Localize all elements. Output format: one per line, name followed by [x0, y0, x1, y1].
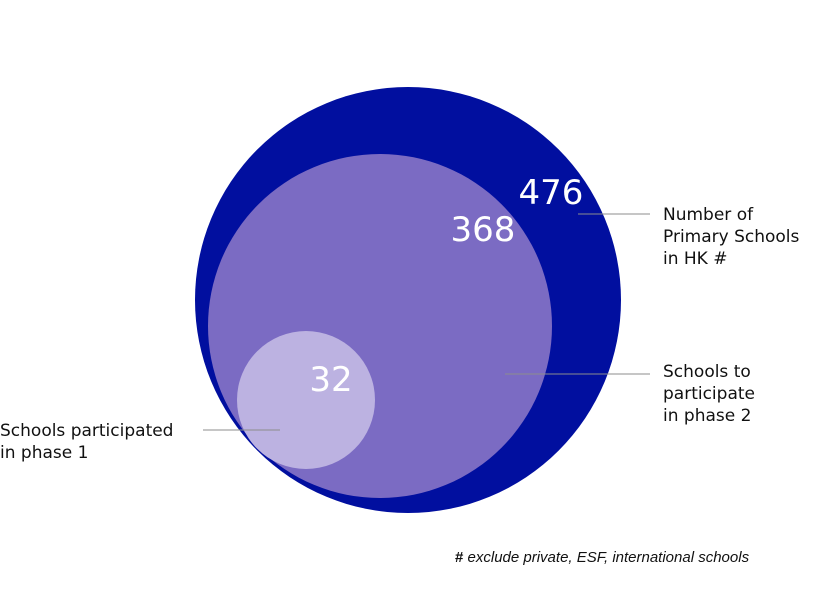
- outer-label-line-2: Primary Schools: [663, 227, 800, 247]
- footnote-hash: #: [455, 549, 464, 566]
- inner-circle-label: Schools participated in phase 1: [0, 420, 173, 464]
- outer-label-line-1: Number of: [663, 205, 754, 225]
- middle-label-line-3: in phase 2: [663, 406, 752, 426]
- inner-label-line-1: Schools participated: [0, 421, 174, 441]
- inner-label-line-2: in phase 1: [0, 443, 89, 463]
- middle-circle-label: Schools to participate in phase 2: [663, 361, 755, 427]
- outer-circle-label: Number of Primary Schools in HK #: [663, 204, 799, 270]
- inner-circle-phase-1: [237, 331, 375, 469]
- footnote: # exclude private, ESF, international sc…: [455, 549, 749, 566]
- footnote-text: exclude private, ESF, international scho…: [467, 549, 750, 566]
- outer-circle-value: 476: [519, 173, 584, 213]
- outer-label-line-3: in HK #: [663, 249, 728, 269]
- inner-circle-value: 32: [309, 360, 352, 400]
- middle-circle-value: 368: [451, 210, 516, 250]
- middle-label-line-2: participate: [663, 384, 755, 404]
- middle-label-line-1: Schools to: [663, 362, 751, 382]
